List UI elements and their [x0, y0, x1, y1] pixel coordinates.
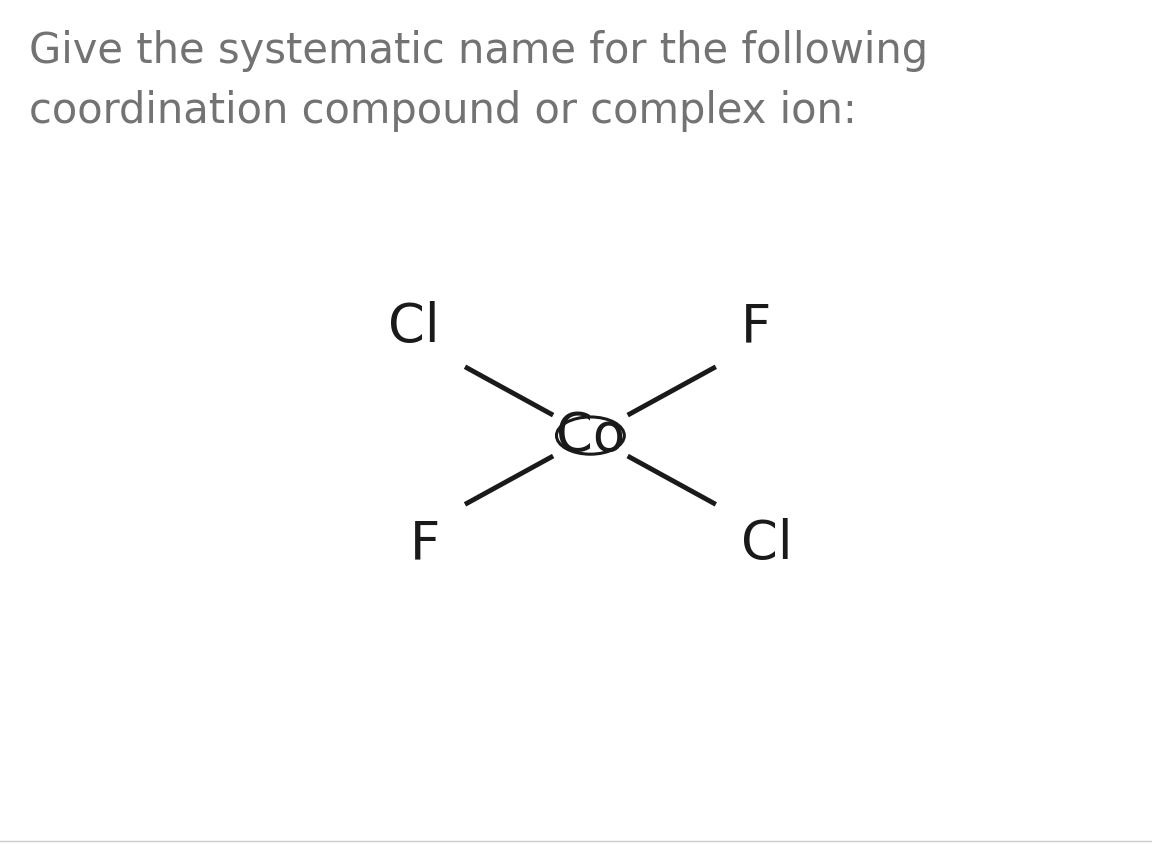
Text: Give the systematic name for the following: Give the systematic name for the followi… [29, 30, 927, 72]
Text: F: F [409, 518, 440, 570]
Text: Cl: Cl [741, 518, 793, 570]
Text: coordination compound or complex ion:: coordination compound or complex ion: [29, 90, 857, 132]
Text: Co: Co [555, 409, 626, 461]
Text: F: F [741, 301, 772, 353]
Text: Cl: Cl [388, 301, 440, 353]
Ellipse shape [556, 417, 624, 455]
